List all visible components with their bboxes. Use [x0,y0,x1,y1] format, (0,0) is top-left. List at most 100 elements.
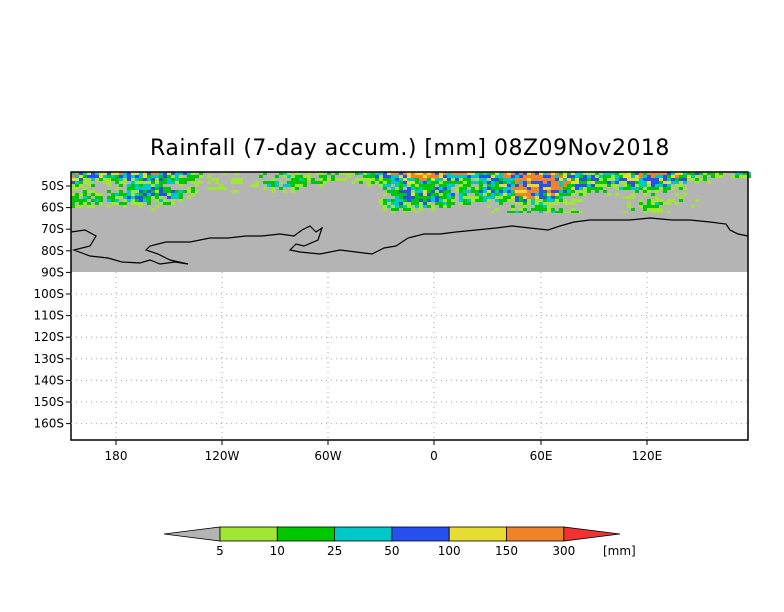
rain-cell [379,199,383,202]
rain-cell [459,202,463,205]
rain-cell [423,202,427,205]
rain-cell [79,184,83,187]
rain-cell [539,187,543,190]
rain-cell [535,208,539,211]
rain-cell [459,190,463,193]
rain-cell [143,175,147,178]
rain-cell [383,172,387,175]
rain-cell [387,199,391,202]
rain-cell [643,172,647,175]
rain-cell [75,175,79,178]
rain-cell [627,181,631,184]
rain-cell [643,181,647,184]
rain-cell [675,193,679,196]
rain-cell [547,190,551,193]
rain-cell [407,178,411,181]
rain-cell [491,184,495,187]
rain-cell [507,172,511,175]
rain-cell [463,184,467,187]
rain-cell [107,181,111,184]
rain-cell [643,208,647,211]
rain-cell [155,181,159,184]
rain-cell [587,181,591,184]
rain-cell [291,181,295,184]
rain-cell [559,190,563,193]
rain-cell [371,181,375,184]
rain-cell [219,187,223,190]
rain-cell [427,178,431,181]
rain-cell [83,199,87,202]
rain-cell [151,190,155,193]
rain-cell [551,196,555,199]
colorbar-box [219,526,278,542]
rain-cell [655,208,659,211]
rain-cell [443,196,447,199]
rain-cell [427,202,431,205]
rain-cell [127,178,131,181]
lon-label: 60E [530,449,553,463]
rain-cell [587,175,591,178]
rain-cell [511,172,515,175]
rain-cell [623,175,627,178]
rain-cell [415,172,419,175]
rain-cell [107,190,111,193]
rain-cell [599,175,603,178]
rain-cell [711,172,715,175]
rain-cell [151,193,155,196]
rain-cell [123,205,127,208]
rain-cell [287,175,291,178]
rain-cell [195,190,199,193]
rain-cell [235,172,239,175]
rain-cell [115,178,119,181]
rain-cell [555,190,559,193]
rain-cell [147,202,151,205]
rain-cell [107,172,111,175]
colorbar-label: 100 [438,544,461,558]
rain-cell [271,184,275,187]
rain-cell [427,199,431,202]
rain-cell [159,190,163,193]
rain-cell [539,196,543,199]
rain-cell [479,184,483,187]
rain-cell [659,178,663,181]
rain-cell [555,172,559,175]
rain-cell [547,199,551,202]
rain-cell [579,172,583,175]
rain-cell [407,199,411,202]
rain-cell [515,193,519,196]
rain-cell [503,178,507,181]
rain-cell [451,172,455,175]
rain-cell [431,205,435,208]
rain-cell [675,175,679,178]
rain-cell [647,202,651,205]
lat-label: 50S [41,179,64,193]
rain-cell [559,193,563,196]
rain-cell [567,211,571,214]
map-title: Rainfall (7-day accum.) [mm] 08Z09Nov201… [150,136,670,161]
rain-cell [95,193,99,196]
rain-cell [423,184,427,187]
rain-cell [83,202,87,205]
rain-cell [515,172,519,175]
rain-cell [615,175,619,178]
rain-cell [483,199,487,202]
rain-cell [471,175,475,178]
rain-cell [719,172,723,175]
rain-cell [523,172,527,175]
rain-cell [291,178,295,181]
rain-cell [631,172,635,175]
rain-cell [539,205,543,208]
rain-cell [543,184,547,187]
rain-cell [99,199,103,202]
rain-cell [383,202,387,205]
rain-cell [535,193,539,196]
rain-cell [155,178,159,181]
rain-cell [79,202,83,205]
rain-cell [391,199,395,202]
rain-cell [471,181,475,184]
rain-cell [455,175,459,178]
rain-cell [427,190,431,193]
rain-cell [371,178,375,181]
rain-cell [123,172,127,175]
rain-cell [559,172,563,175]
